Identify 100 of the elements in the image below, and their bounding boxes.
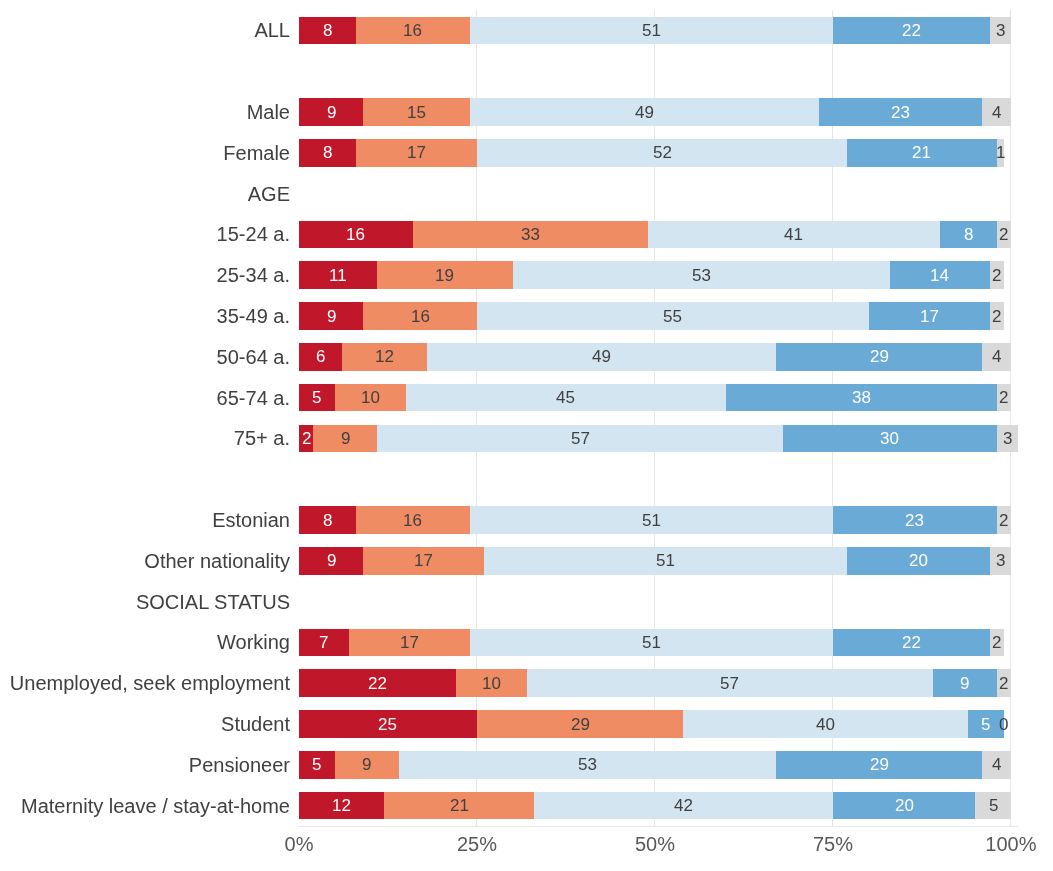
data-label: 2 <box>999 674 1009 693</box>
y-tick-label: 15-24 a. <box>216 223 290 246</box>
y-tick-label: ALL <box>254 19 290 42</box>
data-label: 9 <box>327 307 337 326</box>
x-tick-label: 75% <box>812 833 854 855</box>
bar <box>889 261 990 290</box>
data-label: 49 <box>592 347 611 366</box>
bar <box>533 791 833 820</box>
bar <box>299 546 364 575</box>
bar <box>363 302 477 330</box>
data-label: 3 <box>1003 429 1013 448</box>
bar <box>299 98 364 126</box>
data-label: 7 <box>319 633 329 652</box>
data-label: 52 <box>653 143 672 162</box>
bar <box>469 16 833 45</box>
bar <box>775 750 983 779</box>
y-tick-label: Unemployed, seek employment <box>9 672 291 695</box>
data-label: 51 <box>642 511 661 530</box>
bar <box>469 98 819 126</box>
bar <box>932 669 997 698</box>
data-label: 21 <box>450 796 469 815</box>
bar <box>526 669 933 698</box>
data-label: 21 <box>912 143 931 162</box>
y-tick-label: 35-49 a. <box>216 305 290 327</box>
bar <box>783 424 997 453</box>
data-label: 49 <box>635 103 654 122</box>
bar <box>363 98 470 126</box>
bar <box>299 791 385 820</box>
y-tick-label: Female <box>223 141 290 164</box>
data-label: 22 <box>368 674 387 693</box>
bar <box>647 220 940 249</box>
bar <box>982 342 1011 371</box>
bar <box>299 628 349 657</box>
bar <box>939 220 997 249</box>
y-tick-label: Male <box>246 101 290 123</box>
bar <box>982 98 1011 126</box>
bar <box>512 261 890 290</box>
y-tick-label: 65-74 a. <box>216 386 290 409</box>
data-label: 4 <box>992 755 1002 774</box>
bar <box>299 383 335 412</box>
x-tick-label: 50% <box>634 833 676 855</box>
bar <box>775 342 983 371</box>
data-label: 16 <box>346 225 365 244</box>
bar <box>476 138 848 167</box>
data-label: 17 <box>400 633 419 652</box>
data-label: 51 <box>656 551 675 570</box>
data-label: 57 <box>571 429 590 448</box>
bar <box>341 342 428 371</box>
data-label: 3 <box>996 21 1006 40</box>
y-tick-label: Working <box>217 631 290 654</box>
data-label: 2 <box>992 307 1002 326</box>
data-label: 3 <box>996 551 1006 570</box>
bar <box>982 750 1011 779</box>
bar <box>299 302 364 330</box>
data-label: 5 <box>989 796 999 815</box>
y-tick-label: 75+ a. <box>233 427 290 450</box>
y-tick-label: 50-64 a. <box>216 345 290 368</box>
data-label: 16 <box>403 21 422 40</box>
data-label: 23 <box>891 103 910 122</box>
y-tick-label: Other nationality <box>144 549 290 572</box>
data-label: 2 <box>302 429 312 448</box>
data-label: 9 <box>362 755 372 774</box>
data-label: 2 <box>999 511 1009 530</box>
data-label: 22 <box>902 21 921 40</box>
data-label: 10 <box>361 388 380 407</box>
bar <box>355 16 470 45</box>
data-label: 5 <box>312 388 322 407</box>
bar <box>355 138 477 167</box>
bar <box>476 302 869 330</box>
bar <box>455 669 527 698</box>
bar <box>299 342 342 371</box>
data-label: 51 <box>642 21 661 40</box>
data-label: 20 <box>895 796 914 815</box>
bar <box>299 710 477 738</box>
data-label: 2 <box>999 225 1009 244</box>
data-label: 5 <box>981 715 991 734</box>
bar <box>868 302 990 330</box>
bar <box>832 628 990 657</box>
data-label: 17 <box>920 307 939 326</box>
bar <box>726 383 997 412</box>
x-tick-label: 100% <box>985 833 1037 855</box>
y-tick-label: Pensioneer <box>188 753 291 776</box>
bar <box>832 506 997 534</box>
bar <box>484 546 848 575</box>
bar <box>469 628 833 657</box>
data-label: 2 <box>999 388 1009 407</box>
data-label: 12 <box>332 796 351 815</box>
bar <box>405 383 727 412</box>
data-label: 33 <box>521 225 540 244</box>
data-label: 6 <box>316 347 326 366</box>
data-label: 51 <box>642 633 661 652</box>
y-tick-label: AGE <box>247 182 290 205</box>
data-label: 14 <box>930 266 949 285</box>
data-label: 8 <box>323 511 333 530</box>
y-tick-label: 25-34 a. <box>216 264 290 287</box>
bar <box>847 138 997 167</box>
data-label: 4 <box>992 103 1002 122</box>
bar <box>363 546 485 575</box>
data-label: 4 <box>992 347 1002 366</box>
data-label: 55 <box>663 307 682 326</box>
